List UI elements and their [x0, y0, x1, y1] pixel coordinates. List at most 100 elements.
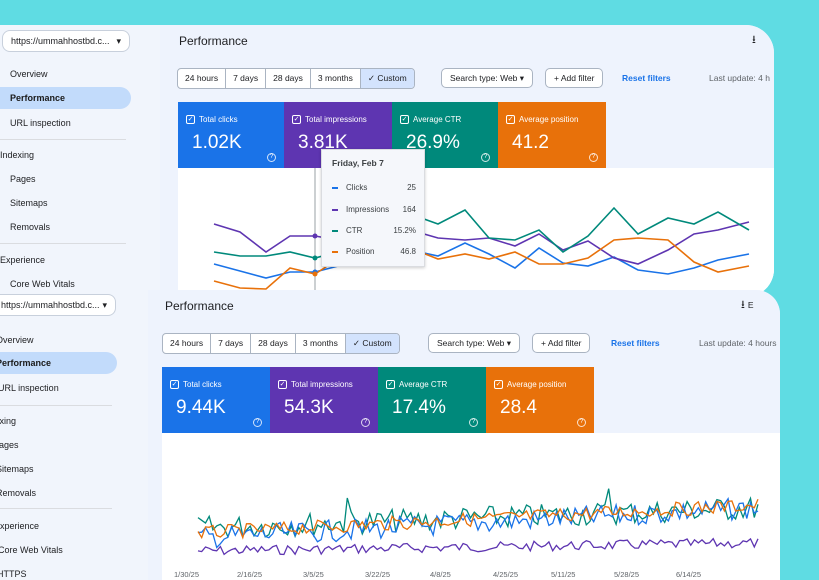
checkbox-icon: ✓	[278, 380, 287, 389]
range-3-months[interactable]: 3 months	[296, 334, 346, 353]
nav-core-web-vitals[interactable]: Core Web Vitals	[0, 545, 63, 555]
search-type-filter[interactable]: Search type: Web ▾	[428, 333, 521, 353]
plus-icon: +	[554, 73, 559, 83]
x-tick: 6/14/25	[676, 570, 702, 579]
reset-filters-link[interactable]: Reset filters	[611, 338, 660, 348]
metric-total-clicks[interactable]: ✓ Total clicks 1.02K?	[178, 102, 284, 168]
metric-average-ctr[interactable]: ✓ Average CTR 26.9%?	[392, 102, 498, 168]
chevron-down-icon: ▾	[519, 73, 525, 83]
nav-performance[interactable]: Performance	[0, 352, 117, 374]
search-type-filter[interactable]: Search type: Web ▾	[441, 68, 534, 88]
nav-experience-header: Experience	[0, 255, 46, 265]
range-7-days[interactable]: 7 days	[226, 69, 267, 88]
nav-removals[interactable]: Removals	[10, 222, 51, 232]
metric-total-impressions[interactable]: ✓ Total impressions 54.3K?	[270, 367, 378, 433]
chart-tooltip: Friday, Feb 7 Clicks 25 Impressions 164 CT…	[321, 149, 425, 267]
nav-core-web-vitals[interactable]: Core Web Vitals	[10, 279, 75, 289]
checkbox-icon: ✓	[186, 115, 195, 124]
nav-overview[interactable]: Overview	[10, 69, 48, 79]
range-7-days[interactable]: 7 days	[211, 334, 252, 353]
add-filter-button[interactable]: + Add filter	[532, 333, 591, 353]
help-icon: ?	[589, 153, 598, 162]
nav-removals[interactable]: Removals	[0, 488, 37, 498]
x-tick: 5/11/25	[551, 570, 576, 579]
x-tick: 5/28/25	[614, 570, 640, 579]
property-url: https://ummahhostbd.c...	[11, 36, 110, 46]
tooltip-date: Friday, Feb 7	[332, 158, 384, 168]
chart-lines	[213, 168, 750, 297]
page-title: Performance	[179, 34, 248, 48]
last-update: Last update: 4 h	[709, 73, 770, 83]
metric-average-ctr[interactable]: ✓ Average CTR 17.4%?	[378, 367, 486, 433]
checkbox-icon: ✓	[506, 115, 515, 124]
top-screenshot: https://ummahhostbd.c... ▾ Overview Perf…	[0, 25, 774, 297]
nav-url-inspection[interactable]: URL inspection	[10, 118, 71, 128]
help-icon: ?	[253, 418, 262, 427]
property-selector[interactable]: https://ummahhostbd.c... ▾	[0, 294, 116, 316]
nav-sitemaps[interactable]: Sitemaps	[10, 198, 48, 208]
x-tick: 3/22/25	[365, 570, 391, 579]
x-tick: 2/16/25	[237, 570, 263, 579]
nav-indexing-header: Indexing	[0, 416, 17, 426]
trend-line	[197, 488, 759, 539]
main-panel: Performance ⭳ E 24 hours 7 days 28 days …	[148, 290, 780, 580]
main-panel: Performance ⭳ 24 hours 7 days 28 days 3 …	[160, 25, 774, 297]
metric-average-position[interactable]: ✓ Average position 28.4?	[486, 367, 594, 433]
help-icon: ?	[361, 418, 370, 427]
check-icon: ✓	[367, 73, 378, 83]
export-button[interactable]: ⭳ E	[741, 299, 754, 311]
nav-performance[interactable]: Performance	[0, 87, 131, 109]
help-icon: ?	[577, 418, 586, 427]
chevron-down-icon: ▾	[506, 338, 512, 348]
download-icon[interactable]: ⭳	[752, 34, 756, 46]
tooltip-row-ctr: CTR 15.2%	[332, 226, 416, 235]
nav-overview[interactable]: Overview	[0, 335, 34, 345]
nav-url-inspection[interactable]: URL inspection	[0, 383, 59, 393]
checkbox-icon: ✓	[494, 380, 503, 389]
check-icon: ✓	[352, 338, 363, 348]
metric-total-clicks[interactable]: ✓ Total clicks 9.44K?	[162, 367, 270, 433]
date-range-selector: 24 hours 7 days 28 days 3 months ✓ Custo…	[177, 68, 415, 89]
trend-line	[197, 537, 759, 556]
range-3-months[interactable]: 3 months	[311, 69, 361, 88]
nav-indexing-header: Indexing	[0, 150, 35, 160]
download-icon: ⭳	[741, 299, 745, 311]
nav-pages[interactable]: Pages	[10, 174, 36, 184]
metric-average-position[interactable]: ✓ Average position 41.2?	[498, 102, 606, 168]
range-custom[interactable]: ✓ Custom	[345, 334, 399, 353]
range-24-hours[interactable]: 24 hours	[178, 69, 227, 88]
nav-https[interactable]: HTTPS	[0, 569, 27, 579]
trend-line	[197, 497, 759, 549]
nav-experience-header: Experience	[0, 521, 40, 531]
sidebar: https://ummahhostbd.c... ▾ Overview Perf…	[0, 25, 160, 297]
property-url: https://ummahhostbd.c...	[1, 300, 100, 310]
nav-sitemaps[interactable]: Sitemaps	[0, 464, 34, 474]
range-28-days[interactable]: 28 days	[266, 69, 311, 88]
bottom-screenshot: https://ummahhostbd.c... ▾ Overview Perf…	[0, 290, 780, 580]
performance-chart	[178, 168, 774, 297]
range-24-hours[interactable]: 24 hours	[163, 334, 212, 353]
x-tick: 3/5/25	[303, 570, 324, 579]
help-icon: ?	[267, 153, 276, 162]
help-icon: ?	[469, 418, 478, 427]
trend-line	[197, 499, 759, 540]
help-icon: ?	[481, 153, 490, 162]
checkbox-icon: ✓	[400, 115, 409, 124]
chevron-down-icon: ▾	[116, 35, 121, 46]
x-tick: 1/30/25	[174, 570, 200, 579]
range-custom[interactable]: ✓ Custom	[360, 69, 414, 88]
tooltip-row-position: Position 46.8	[332, 247, 416, 256]
nav-pages[interactable]: Pages	[0, 440, 19, 450]
checkbox-icon: ✓	[386, 380, 395, 389]
checkbox-icon: ✓	[292, 115, 301, 124]
reset-filters-link[interactable]: Reset filters	[622, 73, 671, 83]
page-title: Performance	[165, 299, 234, 313]
chevron-down-icon: ▾	[102, 299, 107, 310]
tooltip-row-impressions: Impressions 164	[332, 205, 416, 214]
add-filter-button[interactable]: + Add filter	[545, 68, 604, 88]
checkbox-icon: ✓	[170, 380, 179, 389]
sidebar: https://ummahhostbd.c... ▾ Overview Perf…	[0, 290, 148, 580]
property-selector[interactable]: https://ummahhostbd.c... ▾	[2, 30, 130, 52]
range-28-days[interactable]: 28 days	[251, 334, 296, 353]
chart-lines	[197, 488, 759, 556]
